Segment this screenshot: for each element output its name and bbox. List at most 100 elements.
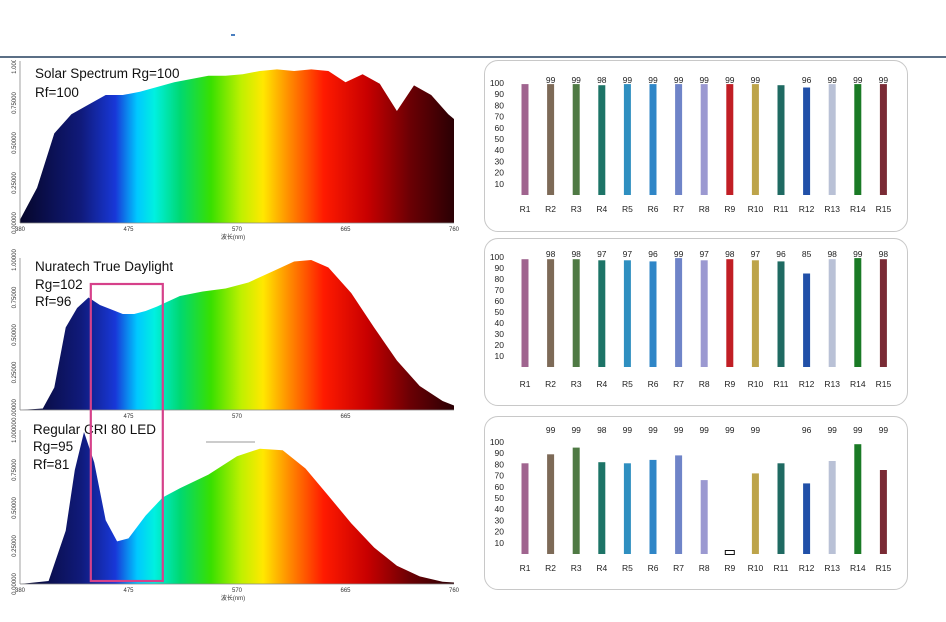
r-y-tick: 80 (495, 100, 505, 110)
cyan-gap-highlight-box (89, 282, 164, 583)
r-y-tick: 90 (495, 89, 505, 99)
r-bar-R13 (828, 461, 836, 554)
r-category-R10: R10 (748, 563, 764, 573)
r-category-R6: R6 (648, 379, 659, 389)
r-data-label-R13: 98 (827, 249, 837, 259)
r-bar-R9 (726, 259, 734, 367)
solar-spectrum-x-tick: 475 (123, 227, 134, 233)
r-data-label-R2: 99 (546, 425, 556, 435)
r-bar-R13 (828, 84, 836, 195)
r-bar-R12 (803, 483, 811, 554)
r-y-tick: 100 (490, 252, 504, 262)
r-bar-R13 (828, 259, 836, 367)
r-data-label-R15: 98 (879, 249, 889, 259)
r-category-R6: R6 (648, 204, 659, 214)
r-bar-R2 (547, 259, 555, 367)
r-data-label-R14: 99 (853, 75, 863, 85)
r-bar-R8 (700, 480, 708, 554)
r-bar-R5 (623, 84, 631, 195)
nuratech-true-daylight-y-tick: 0.00000 (12, 399, 18, 421)
r-bar-R3 (572, 259, 580, 367)
r-category-R11: R11 (774, 379, 789, 389)
r-bar-R12 (803, 273, 811, 367)
r-category-R15: R15 (876, 379, 892, 389)
r-y-tick: 10 (495, 351, 505, 361)
r-bar-R14 (854, 258, 862, 367)
regular-cri80-led-y-tick: 0.75000 (12, 459, 18, 481)
regular-cri80-led-x-caption: 波长(nm) (221, 594, 245, 602)
r-y-tick: 40 (495, 145, 505, 155)
solar-spectrum-area (20, 69, 454, 224)
r-bar-R4 (598, 260, 606, 367)
r-data-label-R13: 99 (827, 425, 837, 435)
r-data-label-R14: 99 (853, 425, 863, 435)
r-y-tick: 20 (495, 340, 505, 350)
r-bar-R1 (521, 84, 529, 195)
r-y-tick: 30 (495, 329, 505, 339)
header-mark (231, 34, 235, 36)
r-bar-R8 (700, 260, 708, 367)
r-bar-R2 (547, 454, 555, 554)
r-bar-R7 (675, 258, 683, 367)
r-data-label-R7: 99 (674, 249, 684, 259)
r-data-label-R12: 96 (802, 425, 812, 435)
nuratech-true-daylight-y-tick: 1.00000 (12, 249, 18, 271)
r-category-R2: R2 (545, 204, 556, 214)
regular-cri80-led-y-tick: 0.00000 (12, 573, 18, 595)
r-data-label-R6: 96 (648, 249, 658, 259)
regular-cri80-led-x-tick: 665 (340, 588, 351, 594)
nuratech-true-daylight-y-tick: 0.50000 (12, 324, 18, 346)
r-category-R2: R2 (545, 379, 556, 389)
r-category-R7: R7 (673, 563, 684, 573)
nuratech-true-daylight-x-tick: 665 (340, 414, 351, 420)
nuratech-true-daylight-area (20, 260, 454, 410)
r-category-R7: R7 (673, 379, 684, 389)
r-category-R9: R9 (724, 563, 735, 573)
regular-cri80-led-x-tick: 760 (449, 588, 460, 594)
r-bar-R6 (649, 459, 657, 554)
r-y-tick: 70 (495, 285, 505, 295)
r-y-tick: 70 (495, 112, 505, 122)
r-category-R9: R9 (724, 379, 735, 389)
solar-spectrum-y-tick: 0.50000 (12, 132, 18, 154)
r-category-R10: R10 (748, 204, 764, 214)
regular-cri80-led-x-tick: 475 (123, 588, 134, 594)
solar-spectrum-x-tick: 760 (449, 227, 460, 233)
r-data-label-R3: 99 (571, 75, 581, 85)
r-y-tick: 60 (495, 123, 505, 133)
r-category-R11: R11 (774, 563, 789, 573)
r-bar-R4 (598, 85, 606, 195)
solar-spectrum-x-tick: 380 (15, 227, 26, 233)
r-y-tick: 50 (495, 134, 505, 144)
r-y-tick: 30 (495, 515, 505, 525)
r-y-tick: 50 (495, 493, 505, 503)
nuratech-true-daylight-label-line: Rf=96 (35, 294, 71, 309)
solar-spectrum-x-tick: 570 (232, 227, 243, 233)
r-y-tick: 40 (495, 318, 505, 328)
nuratech-r-panel: 10 20 30 40 50 60 70 80 90 100 R1 R2 98 R3 98 R4 97 R5 97 R… (484, 238, 908, 406)
nuratech-true-daylight-y-tick: 0.75000 (12, 286, 18, 308)
r-bar-R9 (724, 550, 735, 555)
regular-cri80-led-label-line: Rf=81 (33, 457, 69, 472)
r-category-R9: R9 (724, 204, 735, 214)
r-data-label-R11: 96 (776, 249, 786, 259)
nuratech-true-daylight-x-tick: 475 (123, 414, 134, 420)
r-y-tick: 30 (495, 156, 505, 166)
r-data-label-R2: 98 (546, 249, 556, 259)
r-category-R14: R14 (850, 204, 866, 214)
r-bar-R11 (777, 463, 785, 554)
r-category-R15: R15 (876, 204, 892, 214)
r-category-R1: R1 (520, 204, 531, 214)
r-y-tick: 80 (495, 459, 505, 469)
r-data-label-R2: 99 (546, 75, 556, 85)
r-data-label-R9: 99 (725, 425, 735, 435)
r-y-tick: 100 (490, 437, 504, 447)
r-bar-R9 (726, 84, 734, 195)
nuratech-true-daylight-x-tick: 570 (232, 414, 243, 420)
r-category-R13: R13 (824, 563, 840, 573)
r-bar-R14 (854, 444, 862, 554)
r-category-R4: R4 (596, 204, 607, 214)
r-data-label-R8: 99 (699, 75, 709, 85)
solar-spectrum-label-line: Rf=100 (35, 85, 79, 100)
